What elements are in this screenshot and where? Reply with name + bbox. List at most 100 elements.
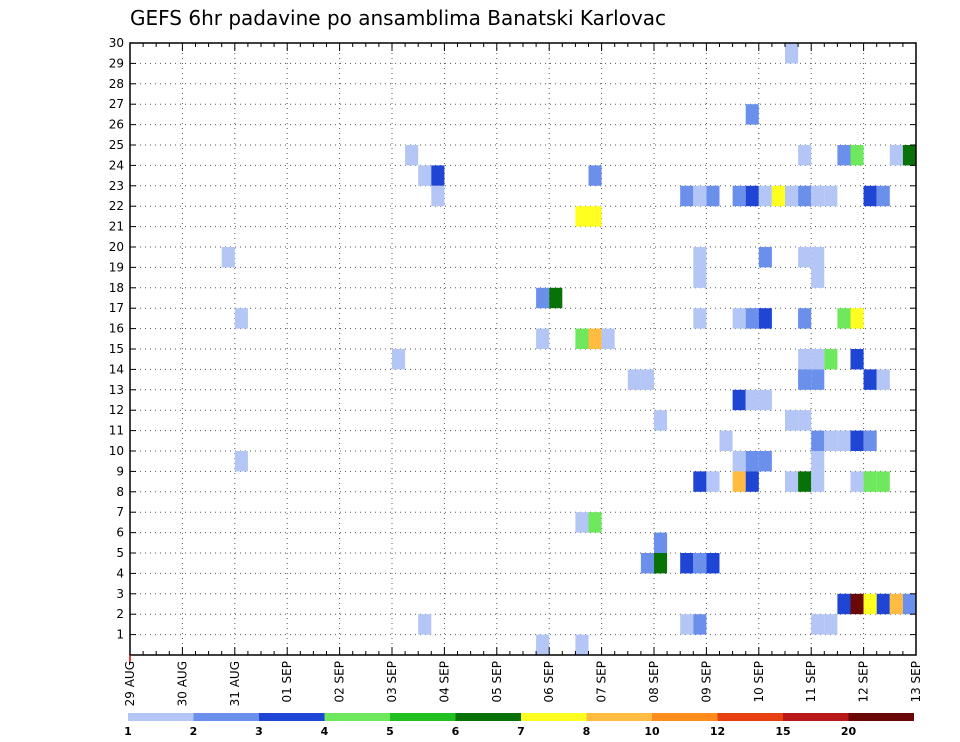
y-axis-ticks: 1234567891011121314151617181920212223242… (109, 36, 916, 642)
heatmap-cell (824, 430, 838, 451)
heatmap-cells (221, 43, 916, 655)
legend-label: 4 (321, 725, 329, 738)
heatmap-cell (654, 410, 668, 431)
legend-swatch (324, 713, 390, 721)
heatmap-cell (876, 593, 890, 615)
legend-label: 3 (255, 725, 263, 738)
heatmap-cell (811, 369, 825, 390)
heatmap-cell (824, 349, 838, 370)
heatmap-cell (811, 267, 825, 288)
x-axis-ticks: 29 AUG 30 AUG 31 AUG 01 SEP 02 SEP 03 SEP 04 S… (123, 43, 923, 706)
heatmap-cell (850, 430, 864, 451)
heatmap-cell (745, 104, 759, 125)
heatmap-cell (588, 328, 602, 349)
y-tick-label: 29 (109, 56, 124, 70)
legend-swatch (128, 713, 194, 721)
heatmap-cell (837, 430, 851, 451)
x-tick-label: 11 SEP (804, 661, 818, 703)
y-tick-label: 10 (109, 444, 124, 458)
heatmap-cell (798, 145, 812, 166)
heatmap-cell (811, 471, 825, 492)
heatmap-cell (785, 185, 799, 207)
legend-label: 20 (841, 725, 857, 738)
heatmap-cell (798, 349, 812, 370)
legend-swatch (455, 713, 521, 721)
y-tick-label: 27 (109, 97, 124, 111)
legend-label: 2 (190, 725, 198, 738)
heatmap-cell (732, 389, 746, 411)
heatmap-cell (876, 369, 890, 390)
heatmap-cell (234, 308, 248, 329)
heatmap-cell (850, 471, 864, 492)
x-tick-label: 06 SEP (542, 661, 556, 703)
heatmap-cell (693, 267, 707, 288)
heatmap-cell (706, 185, 720, 207)
heatmap-cell (680, 185, 694, 207)
heatmap-cell (798, 247, 812, 268)
heatmap-cell (706, 471, 720, 492)
heatmap-cell (680, 553, 694, 574)
legend-label: 10 (644, 725, 660, 738)
x-tick-label: 05 SEP (490, 661, 504, 703)
heatmap-cell (837, 145, 851, 166)
heatmap-cell (575, 206, 589, 227)
heatmap-cell (601, 328, 615, 349)
heatmap-cell (693, 471, 707, 492)
heatmap-cell (418, 165, 432, 186)
heatmap-cell (798, 410, 812, 431)
heatmap-cell (798, 185, 812, 207)
y-tick-label: 25 (109, 138, 124, 152)
x-tick-label: 29 AUG (123, 661, 137, 706)
heatmap-cell (745, 471, 759, 492)
heatmap-cell (837, 308, 851, 329)
heatmap-cell (431, 185, 445, 207)
heatmap-cell (863, 593, 877, 615)
y-tick-label: 11 (109, 424, 124, 438)
heatmap-cell (824, 185, 838, 207)
heatmap-cell (863, 471, 877, 492)
heatmap-cell (902, 145, 916, 166)
x-tick-label: 01 SEP (280, 661, 294, 703)
heatmap-cell (575, 512, 589, 533)
heatmap-cell (798, 308, 812, 329)
heatmap-cell (732, 471, 746, 492)
heatmap-cell (719, 430, 733, 451)
heatmap-cell (863, 430, 877, 451)
x-tick-label: 12 SEP (857, 661, 871, 703)
y-tick-label: 21 (109, 220, 124, 234)
legend-swatch (717, 713, 783, 721)
heatmap-cell (889, 145, 903, 166)
heatmap-cell (745, 185, 759, 207)
heatmap-cell (588, 165, 602, 186)
y-tick-label: 20 (109, 240, 124, 254)
heatmap-cell (745, 451, 759, 472)
y-tick-label: 30 (109, 36, 124, 50)
color-legend: 1 2 3 4 5 6 7 8 10 12 15 20 (124, 713, 914, 738)
heatmap-cell (640, 553, 654, 574)
legend-swatch (783, 713, 849, 721)
y-tick-label: 14 (109, 362, 124, 376)
legend-swatch (521, 713, 587, 721)
heatmap-cell (745, 308, 759, 329)
heatmap-cell (811, 451, 825, 472)
heatmap-cell (234, 451, 248, 472)
x-tick-label: 02 SEP (333, 661, 347, 703)
heatmap-cell (902, 593, 916, 615)
heatmap-cell (811, 614, 825, 635)
heatmap-cell (811, 247, 825, 268)
heatmap-cell (575, 634, 589, 655)
chart-title: GEFS 6hr padavine po ansamblima Banatski… (130, 6, 666, 30)
heatmap-cell (850, 349, 864, 370)
y-tick-label: 19 (109, 260, 124, 274)
y-tick-label: 3 (116, 587, 124, 601)
heatmap-cell (680, 614, 694, 635)
heatmap-cell (876, 185, 890, 207)
heatmap-cell (811, 185, 825, 207)
y-tick-label: 28 (109, 77, 124, 91)
x-tick-label: 09 SEP (699, 661, 713, 703)
y-tick-label: 9 (116, 464, 124, 478)
x-tick-label: 07 SEP (595, 661, 609, 703)
heatmap-cell (863, 185, 877, 207)
legend-label: 8 (583, 725, 591, 738)
